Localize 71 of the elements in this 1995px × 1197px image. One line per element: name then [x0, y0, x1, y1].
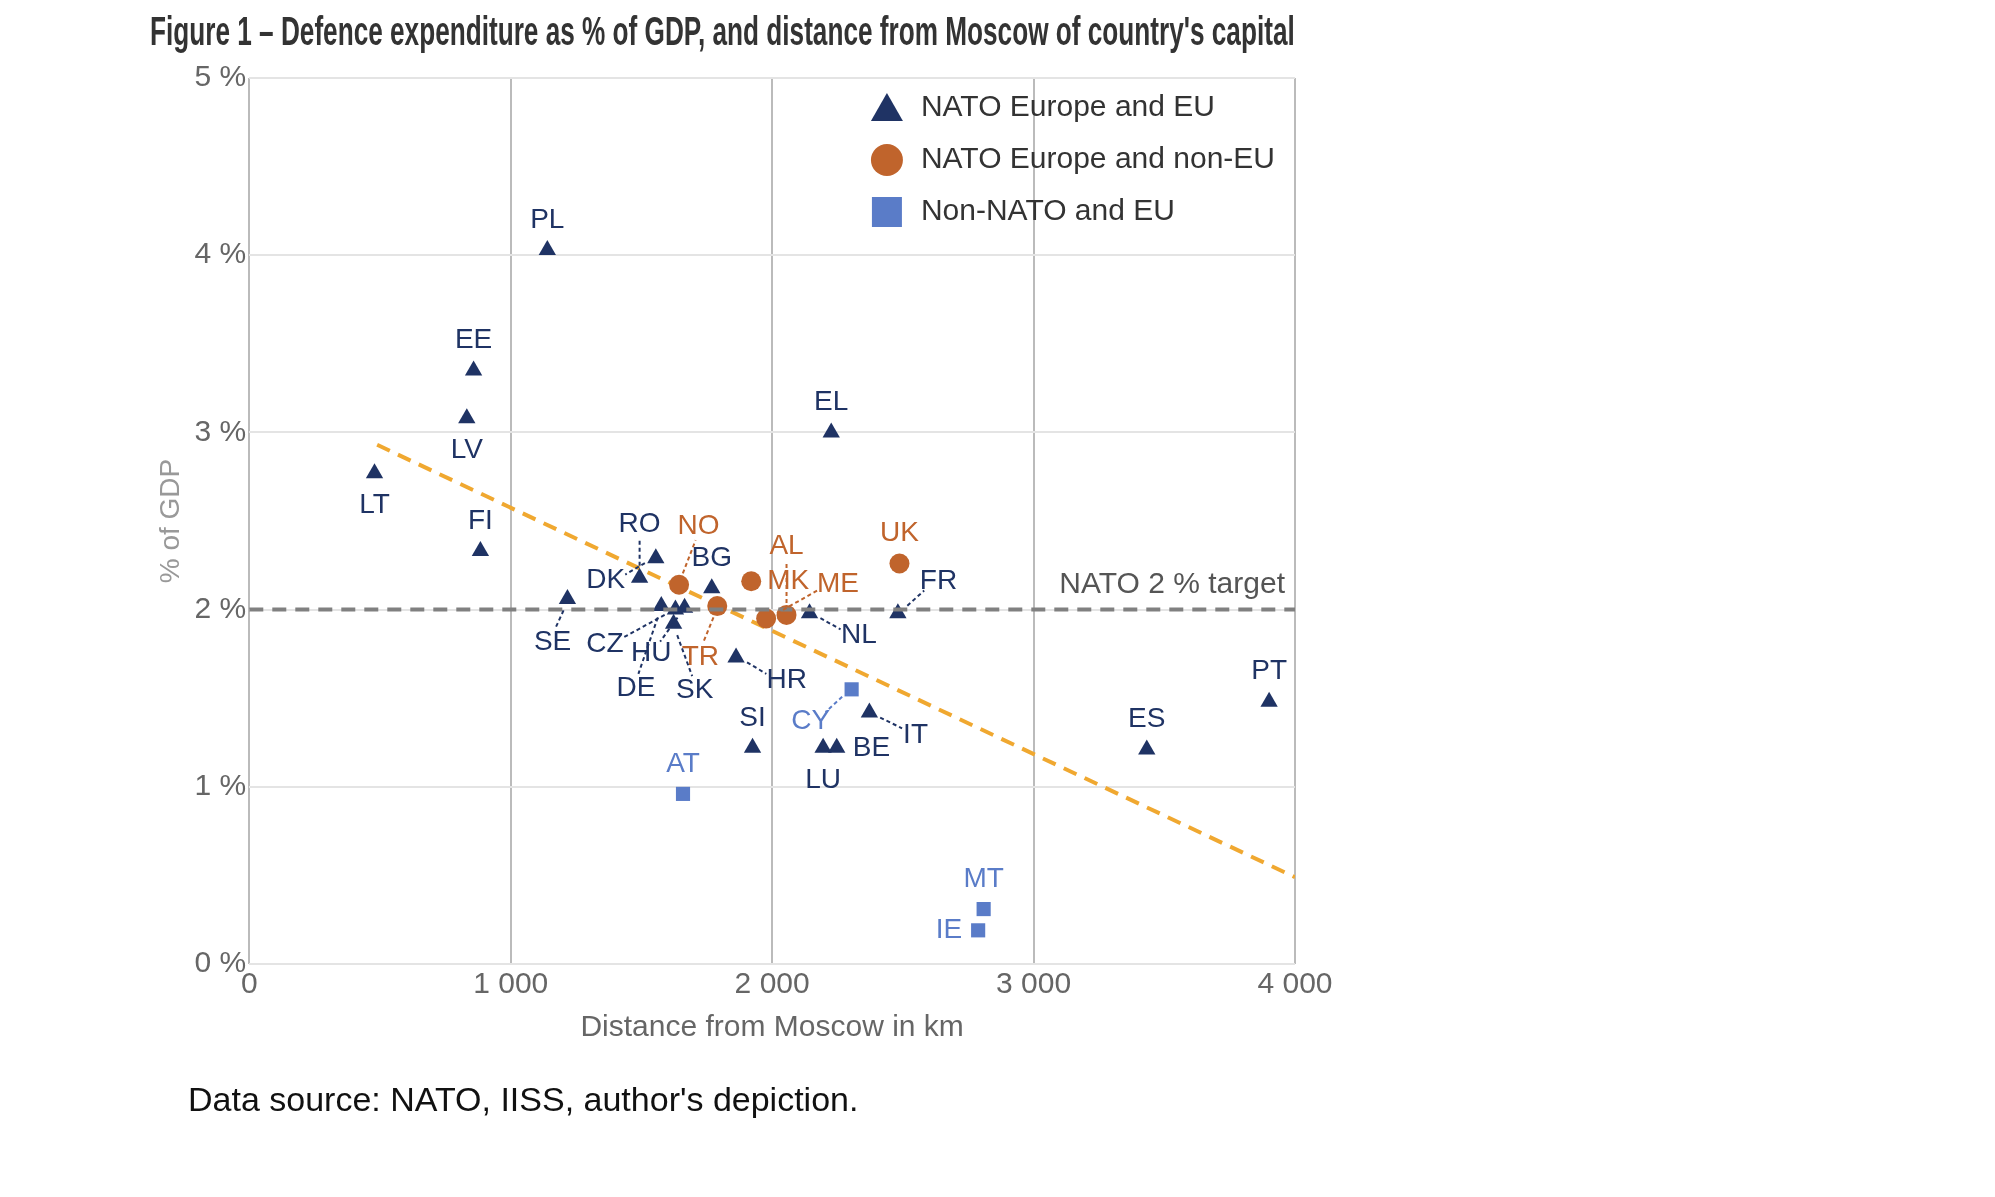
legend-label: NATO Europe and EU [920, 89, 1215, 123]
y-tick-label: 2 % [194, 590, 247, 624]
point [703, 578, 721, 594]
annotation: HU [631, 636, 672, 668]
point [971, 923, 986, 938]
point [558, 588, 577, 604]
annotation: DK [586, 563, 626, 595]
point [365, 463, 384, 479]
annotation: FR [919, 564, 958, 596]
annotation: AL [769, 528, 804, 560]
point [727, 647, 745, 663]
annotation: SK [675, 673, 714, 705]
annotation: LT [359, 487, 390, 519]
annotation: AT [666, 746, 700, 778]
point [860, 702, 879, 718]
y-tick-label: 4 % [194, 236, 247, 270]
annotation: LV [450, 432, 484, 464]
annotation: FI [467, 503, 493, 535]
x-tick-label: 2 000 [734, 966, 810, 1000]
point [464, 360, 483, 376]
point [630, 567, 649, 583]
point [675, 786, 691, 801]
annotation: ME [817, 566, 860, 598]
x-tick-label: 4 000 [1257, 966, 1333, 1000]
annotation: PL [530, 202, 565, 234]
annotation: UK [880, 516, 920, 548]
ref-line-label: NATO 2 % target [1059, 565, 1286, 599]
annotation: MK [767, 563, 810, 595]
point [669, 574, 690, 595]
source-note: Data source: NATO, IISS, author's depiction. [188, 1080, 859, 1119]
point [471, 541, 490, 557]
x-tick-label: 1 000 [473, 966, 549, 1000]
annotation: IT [903, 717, 928, 749]
point [814, 737, 832, 753]
y-tick-label: 3 % [194, 413, 247, 447]
annotation: RO [618, 507, 661, 539]
annotation: CZ [586, 626, 624, 658]
annotation: TR [681, 639, 719, 671]
annotation: MT [963, 861, 1004, 893]
annotation: SE [533, 625, 572, 657]
annotation: EE [454, 323, 493, 355]
annotation: SI [739, 700, 766, 732]
x-tick-label: 3 000 [996, 966, 1072, 1000]
point [647, 548, 665, 564]
annotation: BG [691, 541, 732, 573]
annotation: CY [791, 703, 831, 735]
annotation: DE [616, 670, 656, 702]
annotation: ES [1128, 702, 1166, 734]
y-tick-label: 1 % [194, 768, 247, 802]
point [458, 408, 476, 424]
annotation: LU [805, 762, 842, 794]
point [538, 239, 556, 255]
point [1260, 691, 1278, 707]
annotation: HR [766, 662, 807, 694]
annotation: NO [677, 508, 720, 540]
chart-title: Figure 1 – Defence expenditure as % of GDP, and distance from Moscow of country's capital [150, 8, 1295, 54]
point [743, 737, 762, 753]
point [822, 422, 840, 438]
x-axis-title: Distance from Moscow in km [580, 1009, 964, 1043]
point [1138, 739, 1156, 755]
y-tick-label: 5 % [194, 59, 247, 93]
annotation: BE [852, 730, 891, 762]
point [828, 737, 846, 753]
annotation: NL [840, 618, 877, 650]
y-axis-title: % of GDP [153, 458, 185, 584]
annotation: PT [1251, 654, 1288, 686]
annotation: IE [935, 913, 963, 945]
point [664, 613, 683, 629]
annotation: EL [814, 385, 849, 417]
legend-label: Non-NATO and EU [920, 193, 1175, 227]
legend-label: NATO Europe and non-EU [920, 141, 1276, 175]
